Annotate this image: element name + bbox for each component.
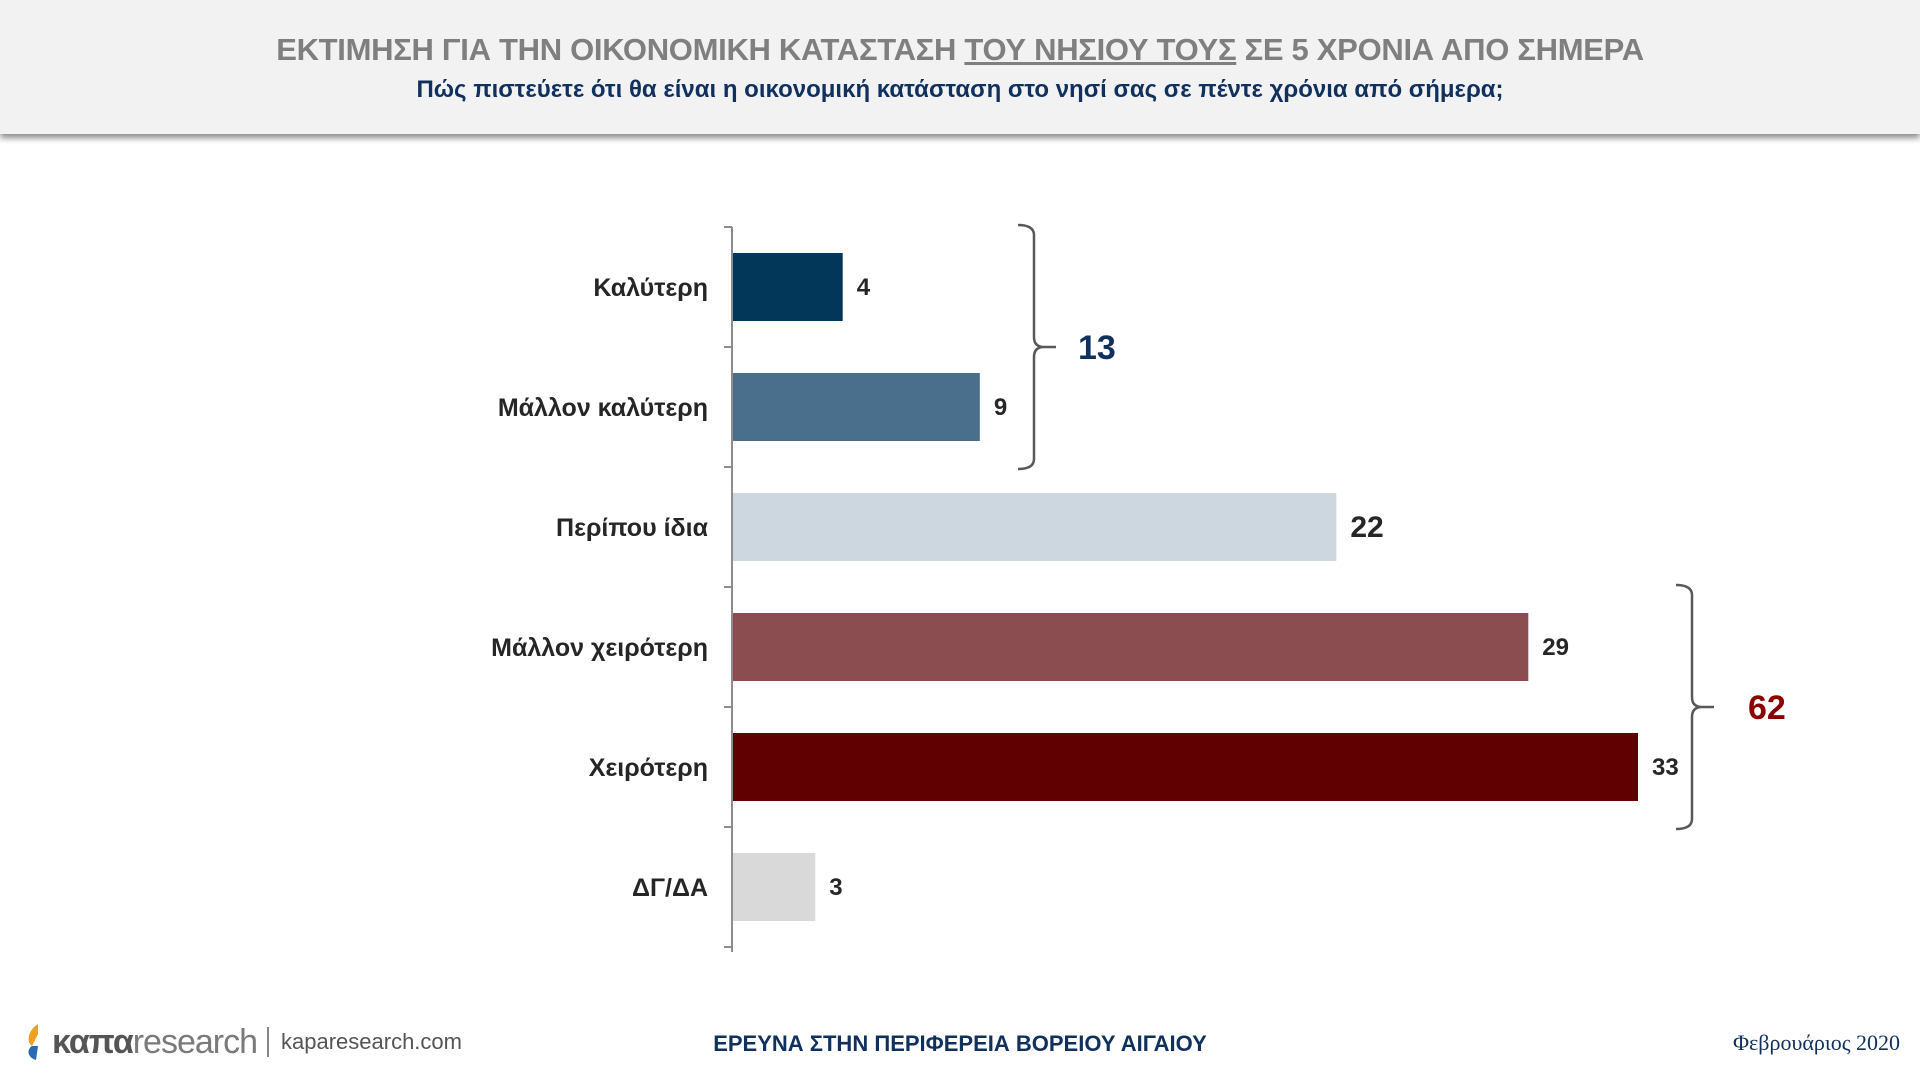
title-part-2: ΣΕ 5 ΧΡΟΝΙΑ ΑΠΟ ΣΗΜΕΡΑ — [1236, 32, 1645, 67]
bar-1 — [733, 253, 843, 321]
logo-url: kaparesearch.com — [281, 1029, 462, 1054]
bar-3 — [733, 493, 1337, 561]
kapa-research-logo: καπα research kaparesearch.com — [24, 1020, 462, 1064]
category-label: ΔΓ/ΔΑ — [632, 874, 708, 902]
group-total-1: 13 — [1078, 329, 1116, 367]
data-label: 3 — [829, 874, 842, 901]
group-total-2: 62 — [1748, 689, 1786, 727]
title-underlined: ΤΟΥ ΝΗΣΙΟΥ ΤΟΥΣ — [964, 32, 1237, 67]
data-label: 22 — [1350, 511, 1383, 544]
category-label: Μάλλον χειρότερη — [491, 634, 708, 662]
footer-date: Φεβρουάριος 2020 — [1732, 1030, 1900, 1055]
footer-survey-title: ΕΡΕΥΝΑ ΣΤΗΝ ΠΕΡΙΦΕΡΕΙΑ ΒΟΡΕΙΟΥ ΑΙΓΑΙΟΥ — [713, 1031, 1207, 1056]
title-part-1: ΕΚΤΙΜΗΣΗ ΓΙΑ ΤΗΝ ΟΙΚΟΝΟΜΙΚΗ ΚΑΤΑΣΤΑΣΗ — [276, 32, 965, 67]
data-label: 33 — [1652, 754, 1679, 781]
data-label: 29 — [1542, 634, 1569, 661]
kapa-logo-mark-icon — [28, 1024, 38, 1060]
group-bracket-1 — [1017, 223, 1056, 471]
logo-separator — [267, 1027, 269, 1057]
category-label: Χειρότερη — [589, 754, 708, 782]
header-banner: ΕΚΤΙΜΗΣΗ ΓΙΑ ΤΗΝ ΟΙΚΟΝΟΜΙΚΗ ΚΑΤΑΣΤΑΣΗ ΤΟ… — [0, 0, 1920, 134]
data-label: 4 — [857, 274, 871, 301]
page-title: ΕΚΤΙΜΗΣΗ ΓΙΑ ΤΗΝ ΟΙΚΟΝΟΜΙΚΗ ΚΑΤΑΣΤΑΣΗ ΤΟ… — [0, 32, 1920, 68]
category-label: Μάλλον καλύτερη — [498, 394, 708, 422]
bar-4 — [733, 613, 1529, 681]
logo-research-text: research — [132, 1022, 258, 1061]
bar-5 — [733, 733, 1638, 801]
bar-chart: Καλύτερη 4 Μάλλον καλύτερη 9 Περίπου ίδια 22 Μ… — [491, 223, 1786, 952]
bar-2 — [733, 373, 980, 441]
group-bracket-2 — [1675, 583, 1714, 831]
category-label: Καλύτερη — [593, 274, 708, 302]
page-subtitle: Πώς πιστεύετε ότι θα είναι η οικονομική … — [416, 76, 1504, 103]
bar-6 — [733, 853, 816, 921]
category-label: Περίπου ίδια — [556, 514, 709, 542]
logo-kapa-text: καπα — [52, 1022, 134, 1061]
data-label: 9 — [994, 394, 1007, 421]
